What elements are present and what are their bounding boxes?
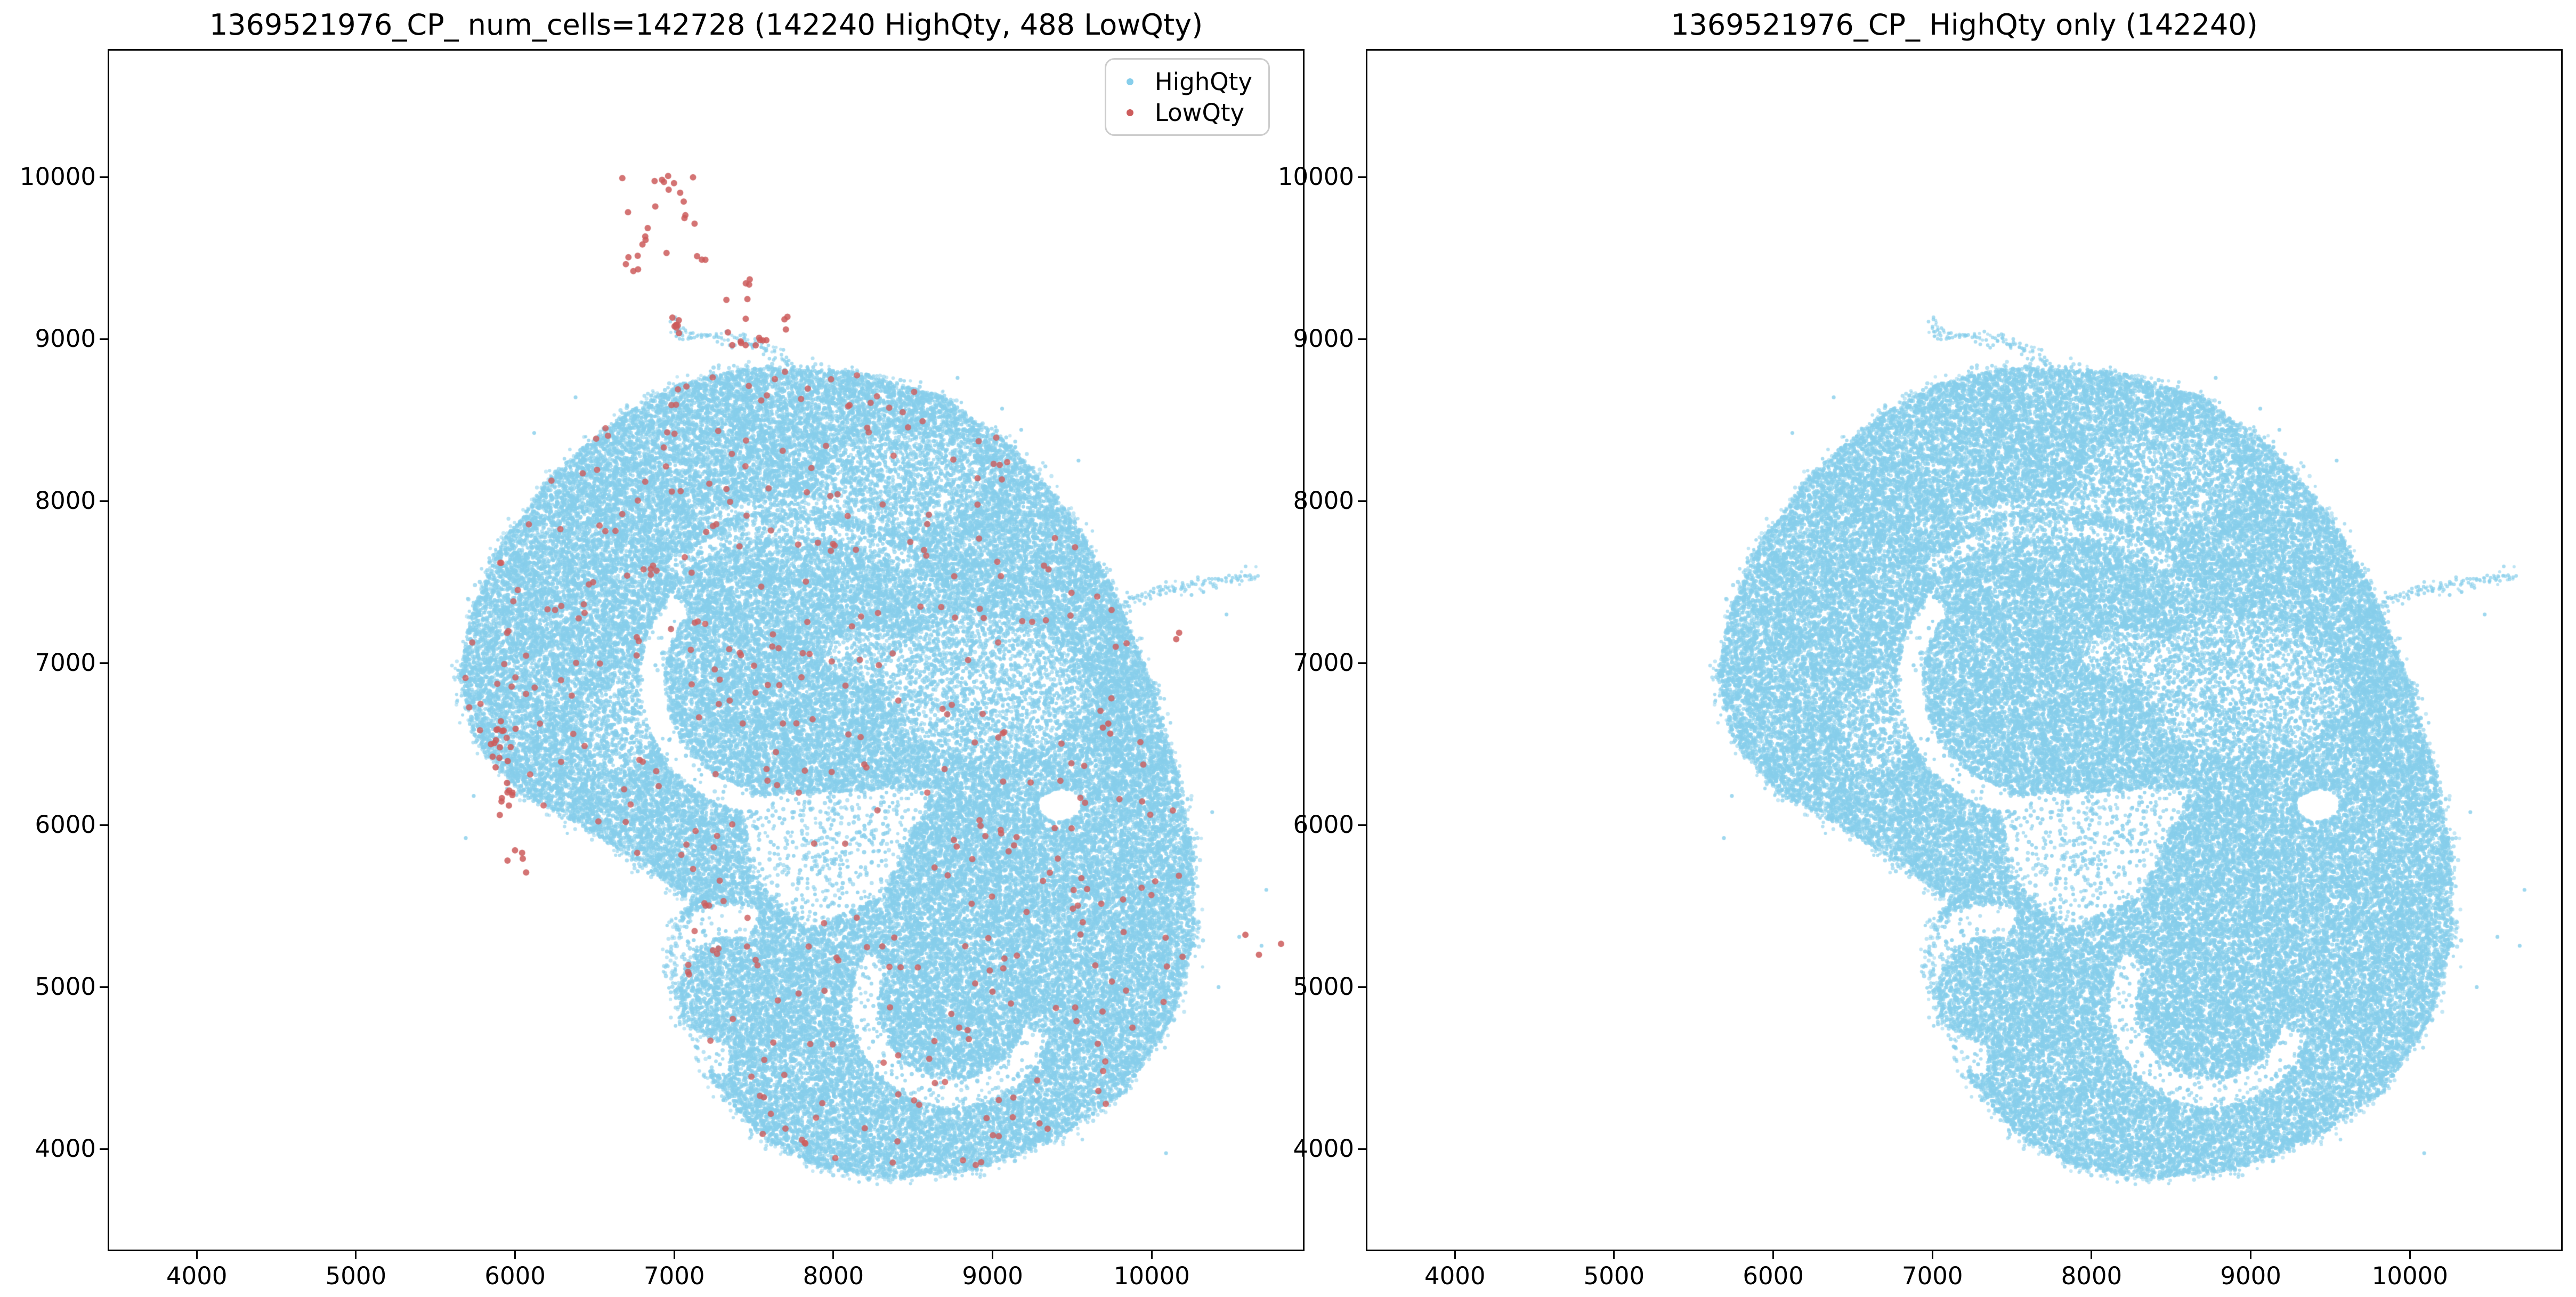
y-tick-label: 5000 bbox=[35, 972, 96, 1001]
y-tick-label: 6000 bbox=[1293, 810, 1354, 839]
y-tick-mark bbox=[1358, 176, 1366, 178]
y-tick-mark bbox=[1358, 500, 1366, 502]
highqty-marker-icon bbox=[1126, 78, 1133, 85]
y-tick-label: 9000 bbox=[1293, 325, 1354, 353]
y-tick-mark bbox=[1358, 1148, 1366, 1150]
x-tick-mark bbox=[355, 1251, 357, 1259]
y-tick-mark bbox=[100, 500, 108, 502]
y-tick-label: 9000 bbox=[35, 325, 96, 353]
y-tick-label: 5000 bbox=[1293, 972, 1354, 1001]
x-tick-label: 8000 bbox=[803, 1262, 864, 1290]
scatter-axes-left: HighQty LowQty bbox=[108, 49, 1305, 1251]
right-panel-title: 1369521976_CP_ HighQty only (142240) bbox=[1671, 8, 2258, 42]
y-tick-mark bbox=[100, 986, 108, 988]
scatter-canvas-right bbox=[1367, 51, 2561, 1250]
y-tick-label: 4000 bbox=[35, 1134, 96, 1163]
x-tick-mark bbox=[2091, 1251, 2093, 1259]
x-tick-mark bbox=[832, 1251, 835, 1259]
y-tick-label: 6000 bbox=[35, 810, 96, 839]
x-tick-mark bbox=[196, 1251, 198, 1259]
y-tick-label: 8000 bbox=[35, 487, 96, 515]
x-tick-label: 6000 bbox=[484, 1262, 546, 1290]
x-tick-label: 9000 bbox=[962, 1262, 1023, 1290]
x-tick-mark bbox=[1151, 1251, 1153, 1259]
x-tick-mark bbox=[2409, 1251, 2411, 1259]
scatter-axes-right bbox=[1366, 49, 2563, 1251]
y-tick-mark bbox=[100, 824, 108, 826]
x-tick-label: 7000 bbox=[644, 1262, 705, 1290]
legend-label-highqty: HighQty bbox=[1154, 67, 1252, 96]
y-tick-mark bbox=[100, 1148, 108, 1150]
y-tick-mark bbox=[100, 662, 108, 664]
x-tick-label: 5000 bbox=[325, 1262, 387, 1290]
x-tick-mark bbox=[514, 1251, 516, 1259]
y-tick-label: 10000 bbox=[19, 163, 96, 191]
x-tick-mark bbox=[673, 1251, 675, 1259]
x-tick-label: 10000 bbox=[1113, 1262, 1190, 1290]
y-tick-label: 7000 bbox=[1293, 648, 1354, 677]
x-tick-mark bbox=[2250, 1251, 2252, 1259]
scatter-canvas-left bbox=[109, 51, 1303, 1250]
x-tick-mark bbox=[1931, 1251, 1933, 1259]
x-tick-label: 6000 bbox=[1743, 1262, 1804, 1290]
legend-item-highqty: HighQty bbox=[1115, 66, 1252, 97]
x-tick-mark bbox=[1613, 1251, 1615, 1259]
y-tick-mark bbox=[100, 176, 108, 178]
x-tick-label: 9000 bbox=[2220, 1262, 2281, 1290]
y-tick-mark bbox=[1358, 338, 1366, 340]
y-tick-label: 7000 bbox=[35, 648, 96, 677]
x-tick-mark bbox=[992, 1251, 994, 1259]
y-tick-mark bbox=[1358, 662, 1366, 664]
y-tick-label: 4000 bbox=[1293, 1134, 1354, 1163]
legend-item-lowqty: LowQty bbox=[1115, 97, 1252, 128]
x-tick-label: 7000 bbox=[1902, 1262, 1963, 1290]
x-tick-label: 4000 bbox=[1424, 1262, 1486, 1290]
y-tick-mark bbox=[1358, 986, 1366, 988]
x-tick-mark bbox=[1454, 1251, 1456, 1259]
y-tick-mark bbox=[1358, 824, 1366, 826]
x-tick-label: 4000 bbox=[166, 1262, 228, 1290]
left-panel-title: 1369521976_CP_ num_cells=142728 (142240 … bbox=[209, 8, 1203, 42]
lowqty-marker-icon bbox=[1126, 109, 1133, 116]
legend-label-lowqty: LowQty bbox=[1154, 98, 1245, 127]
x-tick-label: 8000 bbox=[2061, 1262, 2123, 1290]
x-tick-mark bbox=[1772, 1251, 1775, 1259]
x-tick-label: 10000 bbox=[2371, 1262, 2448, 1290]
x-tick-label: 5000 bbox=[1583, 1262, 1645, 1290]
y-tick-label: 10000 bbox=[1277, 163, 1354, 191]
legend: HighQty LowQty bbox=[1104, 58, 1270, 136]
y-tick-label: 8000 bbox=[1293, 487, 1354, 515]
y-tick-mark bbox=[100, 338, 108, 340]
